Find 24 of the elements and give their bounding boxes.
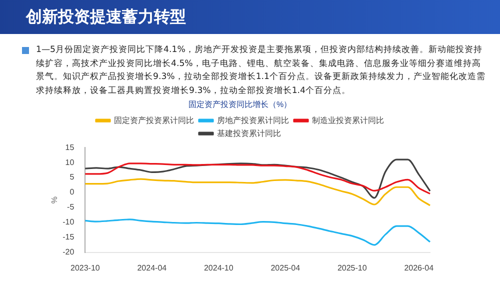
chart-subtitle: 固定资产投资同比增长（%） [188,100,292,110]
chart-title: 创新投资提速蓄力转型 [0,0,500,34]
y-tick-label: -5 [67,202,75,212]
x-tick-label: 2024-04 [137,263,168,272]
line-series [84,178,431,206]
legend-label: 制造业投资累计同比 [312,116,384,125]
legend-label: 房地产投资累计同比 [217,116,289,125]
y-tick-label: -15 [62,232,75,242]
x-tick-label: 2025-10 [337,263,368,272]
y-tick-label: -10 [62,218,75,227]
x-tick-label: 2026-04 [404,263,434,272]
x-tick-label: 2025-04 [270,263,301,272]
line-series [84,218,431,246]
y-axis-title: % [50,196,60,204]
text: 1—5月份固定资产投资同比下降4.1%，房地产开发投资是主要拖累项，但投资内部结构持续改善。新动能投资持续扩容，高技术产业投资同比增长4.5%，电子电路、锂电、航空装备、集成电路、信息服务业等细分赛道维持高景气。知识产权产品投资增长9.3%，拉动全部投资增长1.1个百分点。设备更新政策持续发力，产业智能化改造需求持续释放，设备工器具购置投资增长9.3%，拉动全部投资增长1.4个百分点。 [36,44,486,98]
y-tick-label: 0 [70,188,75,197]
y-tick-label: 10 [65,158,75,167]
legend-label: 基建投资累计同比 [217,128,281,138]
y-tick-label: 5 [70,172,75,182]
legend-label: 固定资产投资累计同比 [114,116,194,125]
x-tick-label: 2024-10 [204,263,234,272]
y-tick-label: 15 [65,142,75,152]
y-tick-label: -20 [62,248,75,257]
x-tick-label: 2023-10 [70,263,100,272]
